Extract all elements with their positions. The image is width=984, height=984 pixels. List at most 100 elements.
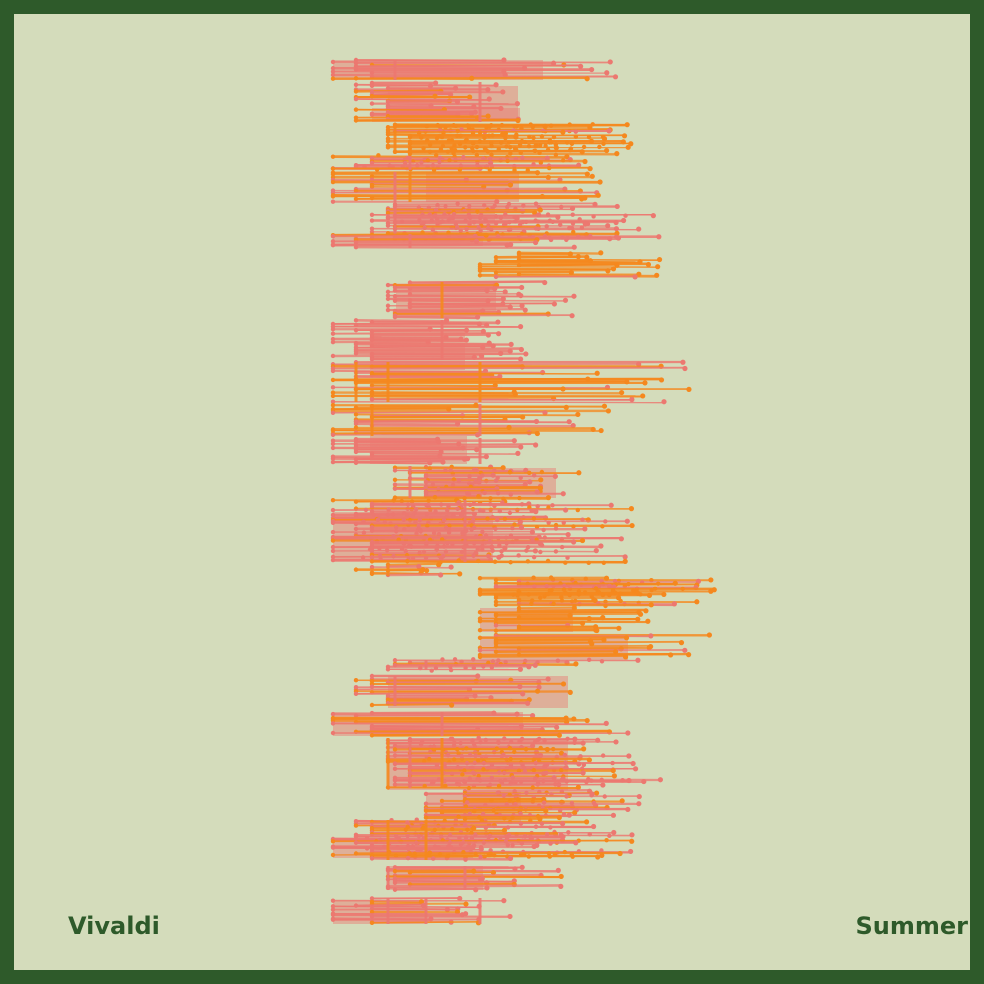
note-dot [451,757,457,762]
note-dot [622,654,629,660]
note-dot [635,657,641,663]
note-strands [330,57,717,926]
note-dot [645,618,651,624]
note-dot [604,147,610,154]
note-dot [484,288,490,294]
note-dot [532,662,538,668]
note-dot [686,386,692,392]
note-dot [416,523,421,529]
note-dot [407,301,413,307]
note-dot [559,594,564,600]
note-dot [584,254,590,260]
note-dot [423,815,429,820]
note-dot [422,758,427,764]
note-strand [371,396,554,400]
note-dot [353,499,359,504]
note-dot [497,543,502,548]
note-dot [532,548,539,554]
note-dot [392,761,398,767]
note-dot [530,785,535,790]
note-dot [485,113,491,119]
note-dot [330,242,336,248]
note-strand [394,747,548,751]
note-strand [355,413,578,417]
note-dot [706,632,712,638]
note-dot [563,404,569,410]
note-dot [640,393,646,399]
note-strand [371,92,451,96]
note-dot [548,841,553,846]
note-dot [497,373,503,380]
note-dot [559,768,564,773]
note-dot [508,492,513,497]
note-strand [332,515,546,520]
note-dot [576,470,582,476]
note-dot [668,652,674,658]
note-dot [447,158,452,163]
note-dot [462,768,467,773]
note-dot [511,438,517,444]
note-strand [332,332,499,335]
note-dot [405,855,411,861]
note-strand [332,366,685,370]
note-strand [409,302,555,305]
note-strand [332,353,482,358]
note-dot [463,337,469,343]
note-strand [495,270,572,274]
note-dot [478,846,484,852]
note-dot [518,821,524,826]
note-strand [332,377,662,382]
note-dot [555,214,561,220]
note-dot [392,477,398,483]
note-dot [610,760,615,766]
note-dot [575,411,581,418]
note-dot [569,141,575,147]
note-dot [438,572,444,578]
note-dot [604,70,610,76]
note-dot [330,428,336,433]
note-dot [474,447,480,453]
note-dot [330,907,336,912]
note-dot [496,554,502,560]
note-dot [330,171,336,177]
note-dot [708,588,714,594]
note-strand [355,420,570,424]
note-dot [443,783,448,789]
note-dot [330,557,336,563]
note-dot [369,101,375,106]
note-dot [479,818,484,823]
note-dot [330,548,336,554]
note-strand [394,880,487,884]
note-dot [330,353,336,359]
note-dot [462,816,468,822]
note-dot [505,204,510,210]
note-dot [384,548,390,553]
note-dot [567,592,572,598]
note-dot [481,840,487,845]
note-dot [477,592,483,597]
note-dot [455,506,460,511]
note-dot [330,904,336,909]
note-dot [477,635,483,640]
note-dot [392,658,398,663]
note-dot [556,814,562,821]
note-strand [387,99,458,104]
note-dot [546,520,551,525]
note-dot [467,474,472,479]
note-dot [330,327,336,332]
note-dot [462,496,467,501]
note-dot [463,823,468,828]
note-strand [371,357,521,361]
note-strand [518,606,575,610]
note-dot [483,737,489,743]
note-dot [517,666,524,672]
note-strand [387,308,526,312]
note-dot [490,472,496,478]
note-dot [407,851,412,856]
note-strand [332,401,665,404]
note-strand [371,393,516,397]
note-dot [457,782,462,787]
note-dot [416,205,422,210]
note-dot [560,491,566,497]
